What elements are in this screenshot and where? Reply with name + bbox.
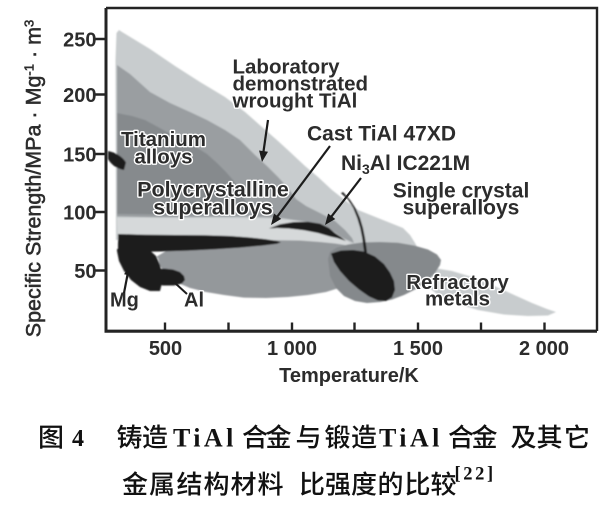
svg-text:1 500: 1 500 [393, 338, 443, 360]
svg-text:250: 250 [63, 29, 96, 51]
svg-text:2 000: 2 000 [519, 338, 569, 360]
svg-text:wrought TiAl: wrought TiAl [232, 90, 358, 113]
svg-text:TiAl: TiAl [173, 424, 237, 453]
svg-text:Temperature/K: Temperature/K [279, 365, 419, 387]
svg-text:alloys: alloys [134, 146, 192, 169]
svg-text:Single crystal: Single crystal [393, 180, 530, 203]
svg-text:metals: metals [425, 288, 490, 311]
svg-text:Al: Al [184, 290, 204, 312]
svg-text:TiAl: TiAl [379, 424, 443, 453]
svg-text:Cast TiAl 47XD: Cast TiAl 47XD [307, 123, 456, 146]
svg-text:Mg: Mg [110, 290, 139, 312]
svg-text:50: 50 [74, 261, 96, 283]
svg-text:[22]: [22] [455, 465, 496, 485]
svg-text:Refractory: Refractory [406, 271, 509, 294]
svg-text:demonstrated: demonstrated [233, 73, 369, 96]
svg-text:superalloys: superalloys [153, 196, 273, 220]
svg-text:4: 4 [72, 426, 84, 452]
svg-text:150: 150 [63, 144, 96, 166]
svg-text:1 000: 1 000 [267, 338, 317, 360]
svg-text:100: 100 [63, 202, 96, 224]
svg-text:500: 500 [149, 338, 182, 360]
svg-text:Titanium: Titanium [121, 128, 206, 151]
svg-text:200: 200 [63, 85, 96, 107]
svg-text:Laboratory: Laboratory [233, 56, 341, 79]
svg-text:Polycrystalline: Polycrystalline [137, 178, 289, 202]
svg-text:Ni3Al IC221M: Ni3Al IC221M [341, 152, 470, 177]
svg-text:superalloys: superalloys [403, 197, 520, 220]
